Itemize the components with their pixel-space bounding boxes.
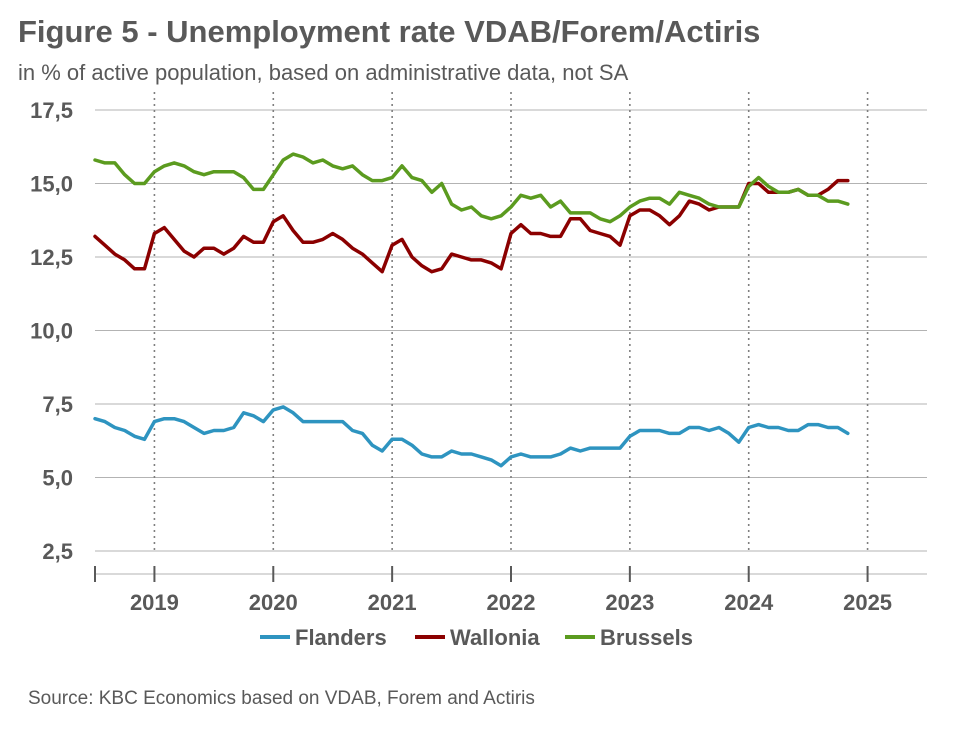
x-tick-label: 2023 (605, 590, 654, 615)
y-tick-label: 15,0 (30, 172, 73, 197)
chart-title: Figure 5 - Unemployment rate VDAB/Forem/… (18, 14, 761, 49)
y-axis-labels: 2,5 5,0 7,5 10,0 12,5 15,0 17,5 (30, 98, 73, 564)
chart-subtitle: in % of active population, based on admi… (18, 60, 629, 85)
x-tick-label: 2025 (843, 590, 892, 615)
series-line-flanders (93, 405, 850, 468)
y-tick-label: 2,5 (42, 539, 73, 564)
x-tick-label: 2019 (130, 590, 179, 615)
legend-label-brussels: Brussels (600, 625, 693, 650)
y-tick-label: 12,5 (30, 245, 73, 270)
legend-label-flanders: Flanders (295, 625, 387, 650)
y-tick-label: 7,5 (42, 392, 73, 417)
y-tick-label: 10,0 (30, 319, 73, 344)
x-tick-label: 2022 (487, 590, 536, 615)
y-tick-label: 17,5 (30, 98, 73, 123)
vertical-gridlines (153, 92, 869, 551)
x-tick-label: 2021 (368, 590, 417, 615)
series-line-brussels (93, 152, 850, 224)
x-tick-label: 2024 (724, 590, 774, 615)
source-note: Source: KBC Economics based on VDAB, For… (28, 688, 535, 709)
legend: Flanders Wallonia Brussels (260, 625, 693, 650)
x-tick-label: 2020 (249, 590, 298, 615)
y-tick-label: 5,0 (42, 466, 73, 491)
legend-label-wallonia: Wallonia (450, 625, 540, 650)
x-axis: 2019 2020 2021 2022 2023 2024 2025 (94, 566, 927, 615)
series-line-wallonia (93, 178, 850, 274)
series-lines (93, 152, 850, 468)
